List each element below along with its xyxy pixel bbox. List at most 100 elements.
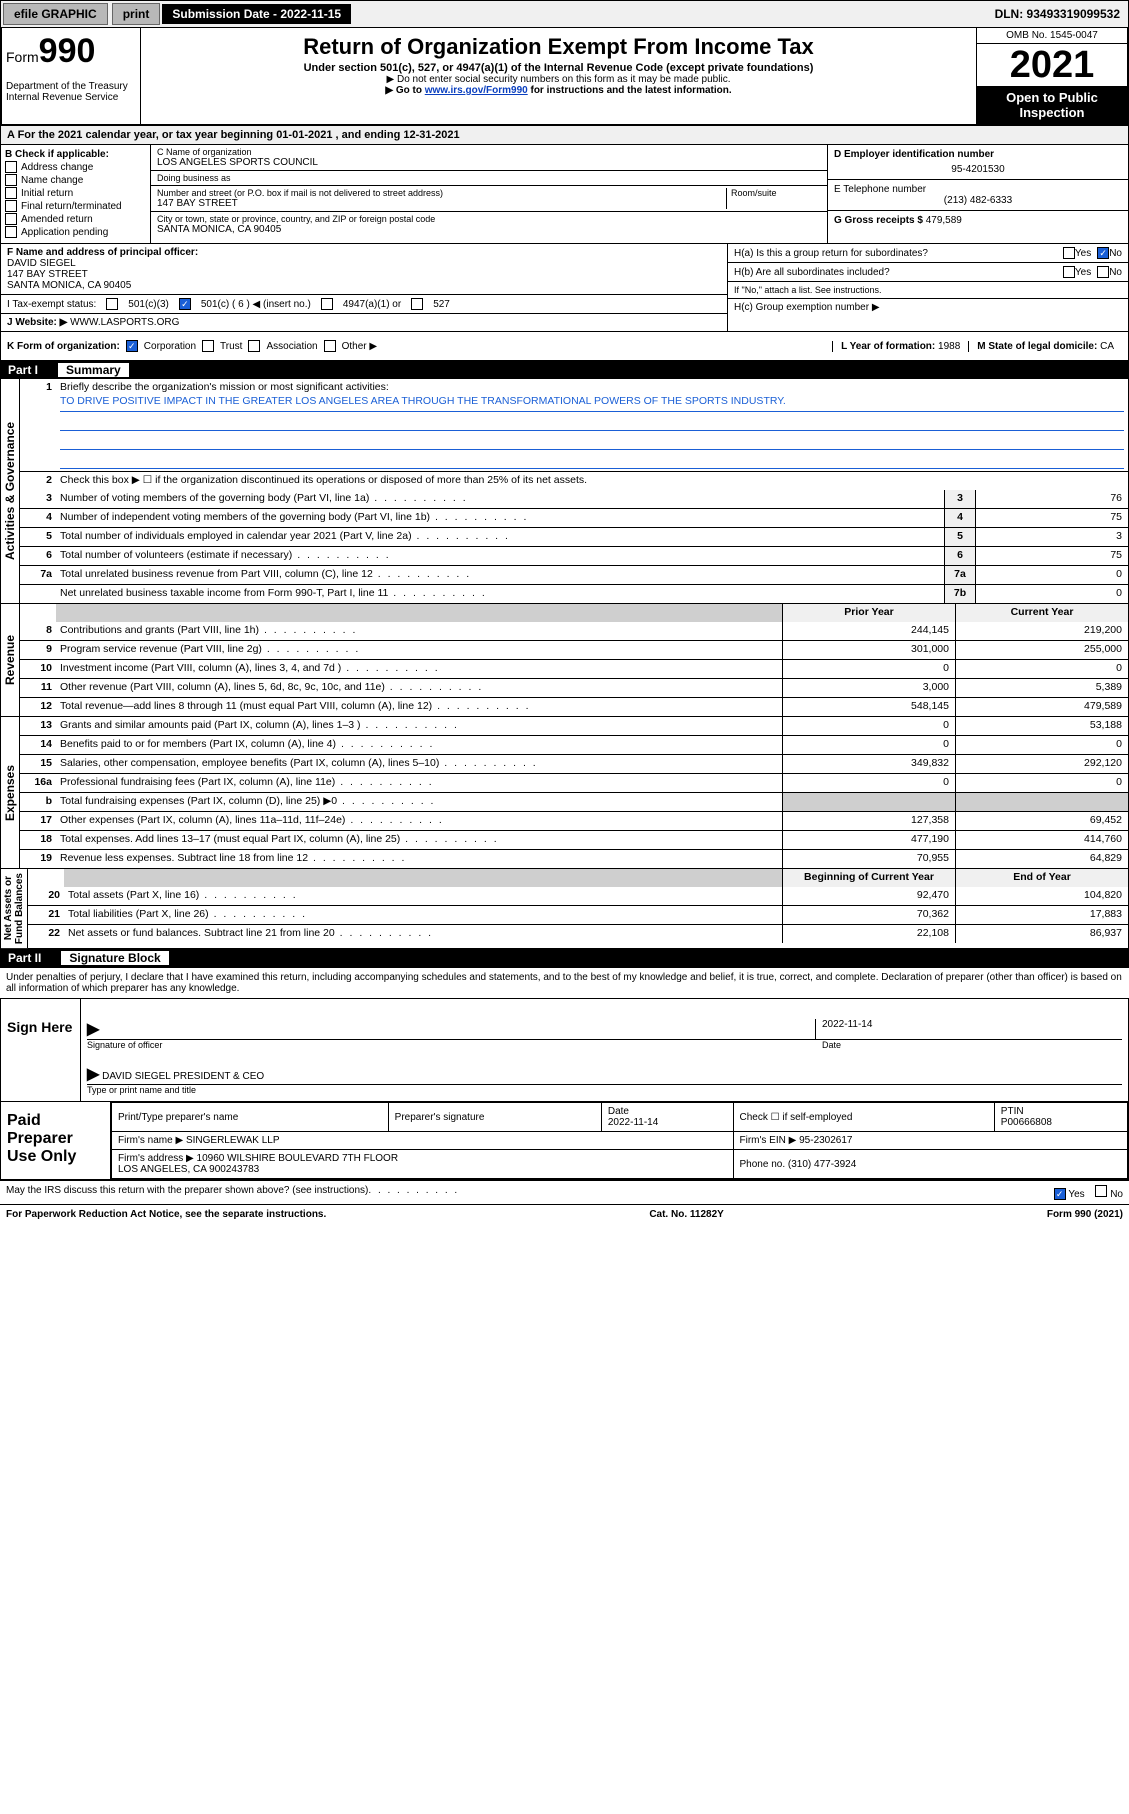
header-mid: Return of Organization Exempt From Incom…	[141, 28, 976, 124]
chk-trust[interactable]	[202, 340, 214, 352]
line-box: 6	[944, 547, 975, 565]
fh-block: F Name and address of principal officer:…	[0, 244, 1129, 332]
line1-desc: Briefly describe the organization's miss…	[56, 379, 1128, 471]
efile-button[interactable]: efile GRAPHIC	[3, 3, 108, 25]
summary-row: 11 Other revenue (Part VIII, column (A),…	[20, 678, 1128, 697]
lbl-corp: Corporation	[144, 341, 196, 352]
chk-527[interactable]	[411, 298, 423, 310]
current-value	[955, 793, 1128, 811]
chk-corp[interactable]	[126, 340, 138, 352]
line-desc: Total revenue—add lines 8 through 11 (mu…	[56, 698, 782, 716]
sig-date: 2022-11-14	[815, 1019, 1122, 1039]
row-klm: K Form of organization: Corporation Trus…	[0, 332, 1129, 361]
line-desc: Number of independent voting members of …	[56, 509, 944, 527]
summary-row: 4 Number of independent voting members o…	[20, 508, 1128, 527]
line-desc: Total unrelated business revenue from Pa…	[56, 566, 944, 584]
line-num: 15	[20, 755, 56, 773]
chk-final[interactable]: Final return/terminated	[5, 200, 146, 212]
line-desc: Benefits paid to or for members (Part IX…	[56, 736, 782, 754]
line-num: 17	[20, 812, 56, 830]
discuss-no-label: No	[1110, 1189, 1123, 1200]
website-value: WWW.LASPORTS.ORG	[70, 317, 179, 328]
self-employed-chk[interactable]: Check ☐ if self-employed	[733, 1103, 994, 1132]
prior-value: 3,000	[782, 679, 955, 697]
entity-block: B Check if applicable: Address change Na…	[0, 145, 1129, 244]
chk-name[interactable]: Name change	[5, 174, 146, 186]
line-value: 75	[975, 547, 1128, 565]
omb-number: OMB No. 1545-0047	[977, 28, 1127, 44]
line-desc: Investment income (Part VIII, column (A)…	[56, 660, 782, 678]
line-desc: Grants and similar amounts paid (Part IX…	[56, 717, 782, 735]
line-num: 8	[20, 622, 56, 640]
box-b: B Check if applicable: Address change Na…	[1, 145, 151, 243]
addr-label: Number and street (or P.O. box if mail i…	[157, 188, 726, 198]
irs-link[interactable]: www.irs.gov/Form990	[425, 85, 528, 96]
lbl-501c: 501(c) ( 6 ) ◀ (insert no.)	[201, 299, 311, 310]
line-num: 22	[28, 925, 64, 943]
part2-title: Signature Block	[61, 951, 168, 965]
ha-yes[interactable]	[1063, 247, 1075, 259]
line-desc: Total number of volunteers (estimate if …	[56, 547, 944, 565]
discuss-no[interactable]	[1095, 1185, 1107, 1197]
chk-501c3[interactable]	[106, 298, 118, 310]
box-f: F Name and address of principal officer:…	[1, 244, 727, 295]
ha-label: H(a) Is this a group return for subordin…	[734, 248, 1063, 259]
prior-value	[782, 793, 955, 811]
box-ha: H(a) Is this a group return for subordin…	[728, 244, 1128, 263]
chk-pending[interactable]: Application pending	[5, 226, 146, 238]
summary-row: 3 Number of voting members of the govern…	[20, 490, 1128, 508]
discuss-yes[interactable]	[1054, 1188, 1066, 1200]
box-i-label: I Tax-exempt status:	[7, 299, 96, 310]
prior-value: 92,470	[782, 887, 955, 905]
current-value: 479,589	[955, 698, 1128, 716]
phone-value: (213) 482-6333	[834, 195, 1122, 206]
mission-text: TO DRIVE POSITIVE IMPACT IN THE GREATER …	[60, 393, 1124, 412]
chk-4947[interactable]	[321, 298, 333, 310]
hb-yes[interactable]	[1063, 266, 1075, 278]
lbl-trust: Trust	[220, 341, 242, 352]
box-m: M State of legal domicile: CA	[968, 341, 1122, 352]
chk-amended[interactable]: Amended return	[5, 213, 146, 225]
open-public-badge: Open to Public Inspection	[977, 86, 1127, 124]
chk-address[interactable]: Address change	[5, 161, 146, 173]
line-num: 11	[20, 679, 56, 697]
line2-desc: Check this box ▶ ☐ if the organization d…	[56, 472, 1128, 490]
chk-501c[interactable]	[179, 298, 191, 310]
line-num: 21	[28, 906, 64, 924]
firm-phone: (310) 477-3924	[788, 1159, 856, 1170]
org-name: LOS ANGELES SPORTS COUNCIL	[157, 157, 821, 168]
box-j-label: J Website: ▶	[7, 317, 67, 328]
form-subtitle: Under section 501(c), 527, or 4947(a)(1)…	[147, 62, 970, 74]
line-box: 5	[944, 528, 975, 546]
phone-label: E Telephone number	[834, 184, 1122, 195]
summary-row: b Total fundraising expenses (Part IX, c…	[20, 792, 1128, 811]
dba-label: Doing business as	[157, 173, 821, 183]
line-num: 6	[20, 547, 56, 565]
form-header: Form990 Department of the Treasury Inter…	[0, 28, 1129, 126]
arrow-icon: ▶	[87, 1021, 99, 1038]
top-toolbar: efile GRAPHIC print Submission Date - 20…	[0, 0, 1129, 28]
line-num: 10	[20, 660, 56, 678]
hb-no[interactable]	[1097, 266, 1109, 278]
form-no: 990	[39, 32, 96, 70]
line-desc: Total number of individuals employed in …	[56, 528, 944, 546]
ein-value: 95-4201530	[834, 160, 1122, 175]
line-value: 75	[975, 509, 1128, 527]
chk-initial-label: Initial return	[21, 188, 73, 199]
print-button[interactable]: print	[112, 3, 161, 25]
chk-assoc[interactable]	[248, 340, 260, 352]
gross-value: 479,589	[926, 215, 962, 226]
note2-pre: ▶ Go to	[385, 85, 424, 96]
chk-initial[interactable]: Initial return	[5, 187, 146, 199]
current-value: 86,937	[955, 925, 1128, 943]
ha-no-label: No	[1109, 248, 1122, 259]
part1-title: Summary	[58, 363, 129, 377]
line-num	[20, 585, 56, 603]
ha-no[interactable]	[1097, 247, 1109, 259]
lbl-assoc: Association	[266, 341, 317, 352]
current-value: 292,120	[955, 755, 1128, 773]
tab-governance: Activities & Governance	[1, 379, 20, 603]
summary-governance: 1 Briefly describe the organization's mi…	[20, 379, 1128, 603]
chk-other[interactable]	[324, 340, 336, 352]
pra-notice: For Paperwork Reduction Act Notice, see …	[6, 1209, 326, 1220]
